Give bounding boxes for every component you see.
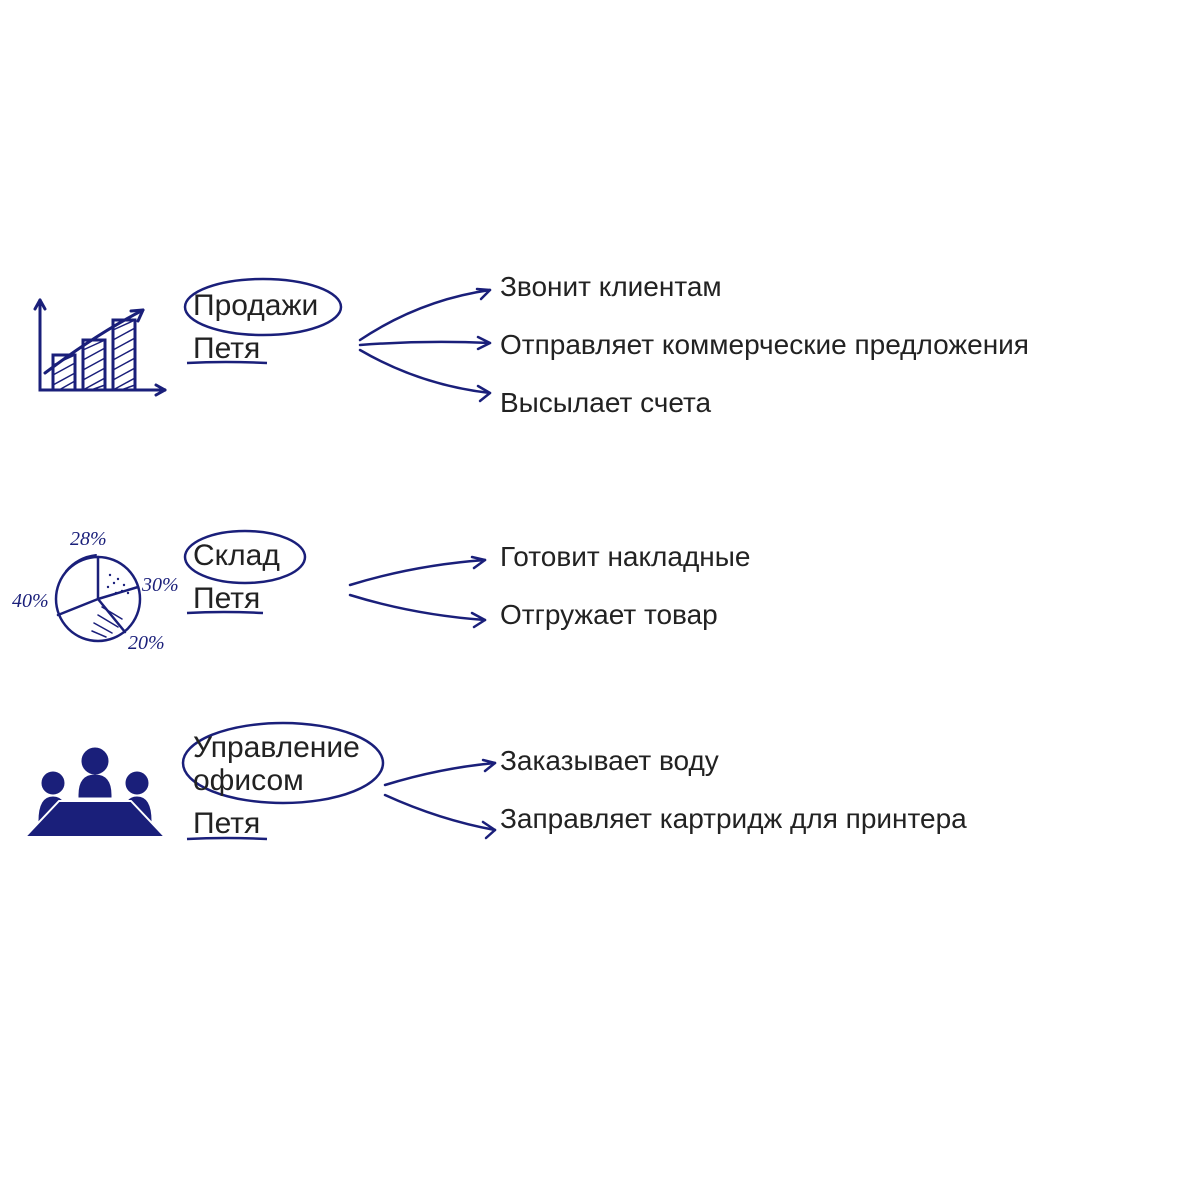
pie-label: 28% [70,528,107,550]
pie-label: 20% [128,632,165,654]
role-person-warehouse: Петя [185,580,365,616]
task-item: Звонит клиентам [500,273,1029,301]
role-box-warehouse: Склад Петя [185,535,365,616]
arrows-sales [350,265,520,435]
pie-label: 40% [12,590,49,612]
row-office: Управление офисом Петя Заказывает воду З… [0,735,1201,895]
pie-label: 30% [141,574,179,596]
row-sales: Продажи Петя Звонит клиентам Отправляет … [0,285,1201,455]
tasks-sales: Звонит клиентам Отправляет коммерческие … [500,273,1029,417]
role-title-warehouse: Склад [185,535,365,574]
task-item: Заправляет картридж для принтера [500,805,967,833]
arrows-warehouse [340,525,510,665]
bar-chart-icon [25,285,175,405]
task-item: Готовит накладные [500,543,750,571]
row-warehouse: 28% 30% 20% 40% Склад Петя Готовит н [0,535,1201,675]
task-item: Высылает счета [500,389,1029,417]
diagram-stage: Продажи Петя Звонит клиентам Отправляет … [0,0,1201,1201]
task-item: Отправляет коммерческие предложения [500,331,1029,359]
meeting-icon [15,735,175,855]
task-item: Заказывает воду [500,747,967,775]
task-item: Отгружает товар [500,601,750,629]
tasks-warehouse: Готовит накладные Отгружает товар [500,543,750,629]
tasks-office: Заказывает воду Заправляет картридж для … [500,747,967,833]
pie-chart-icon: 28% 30% 20% 40% [10,527,180,667]
